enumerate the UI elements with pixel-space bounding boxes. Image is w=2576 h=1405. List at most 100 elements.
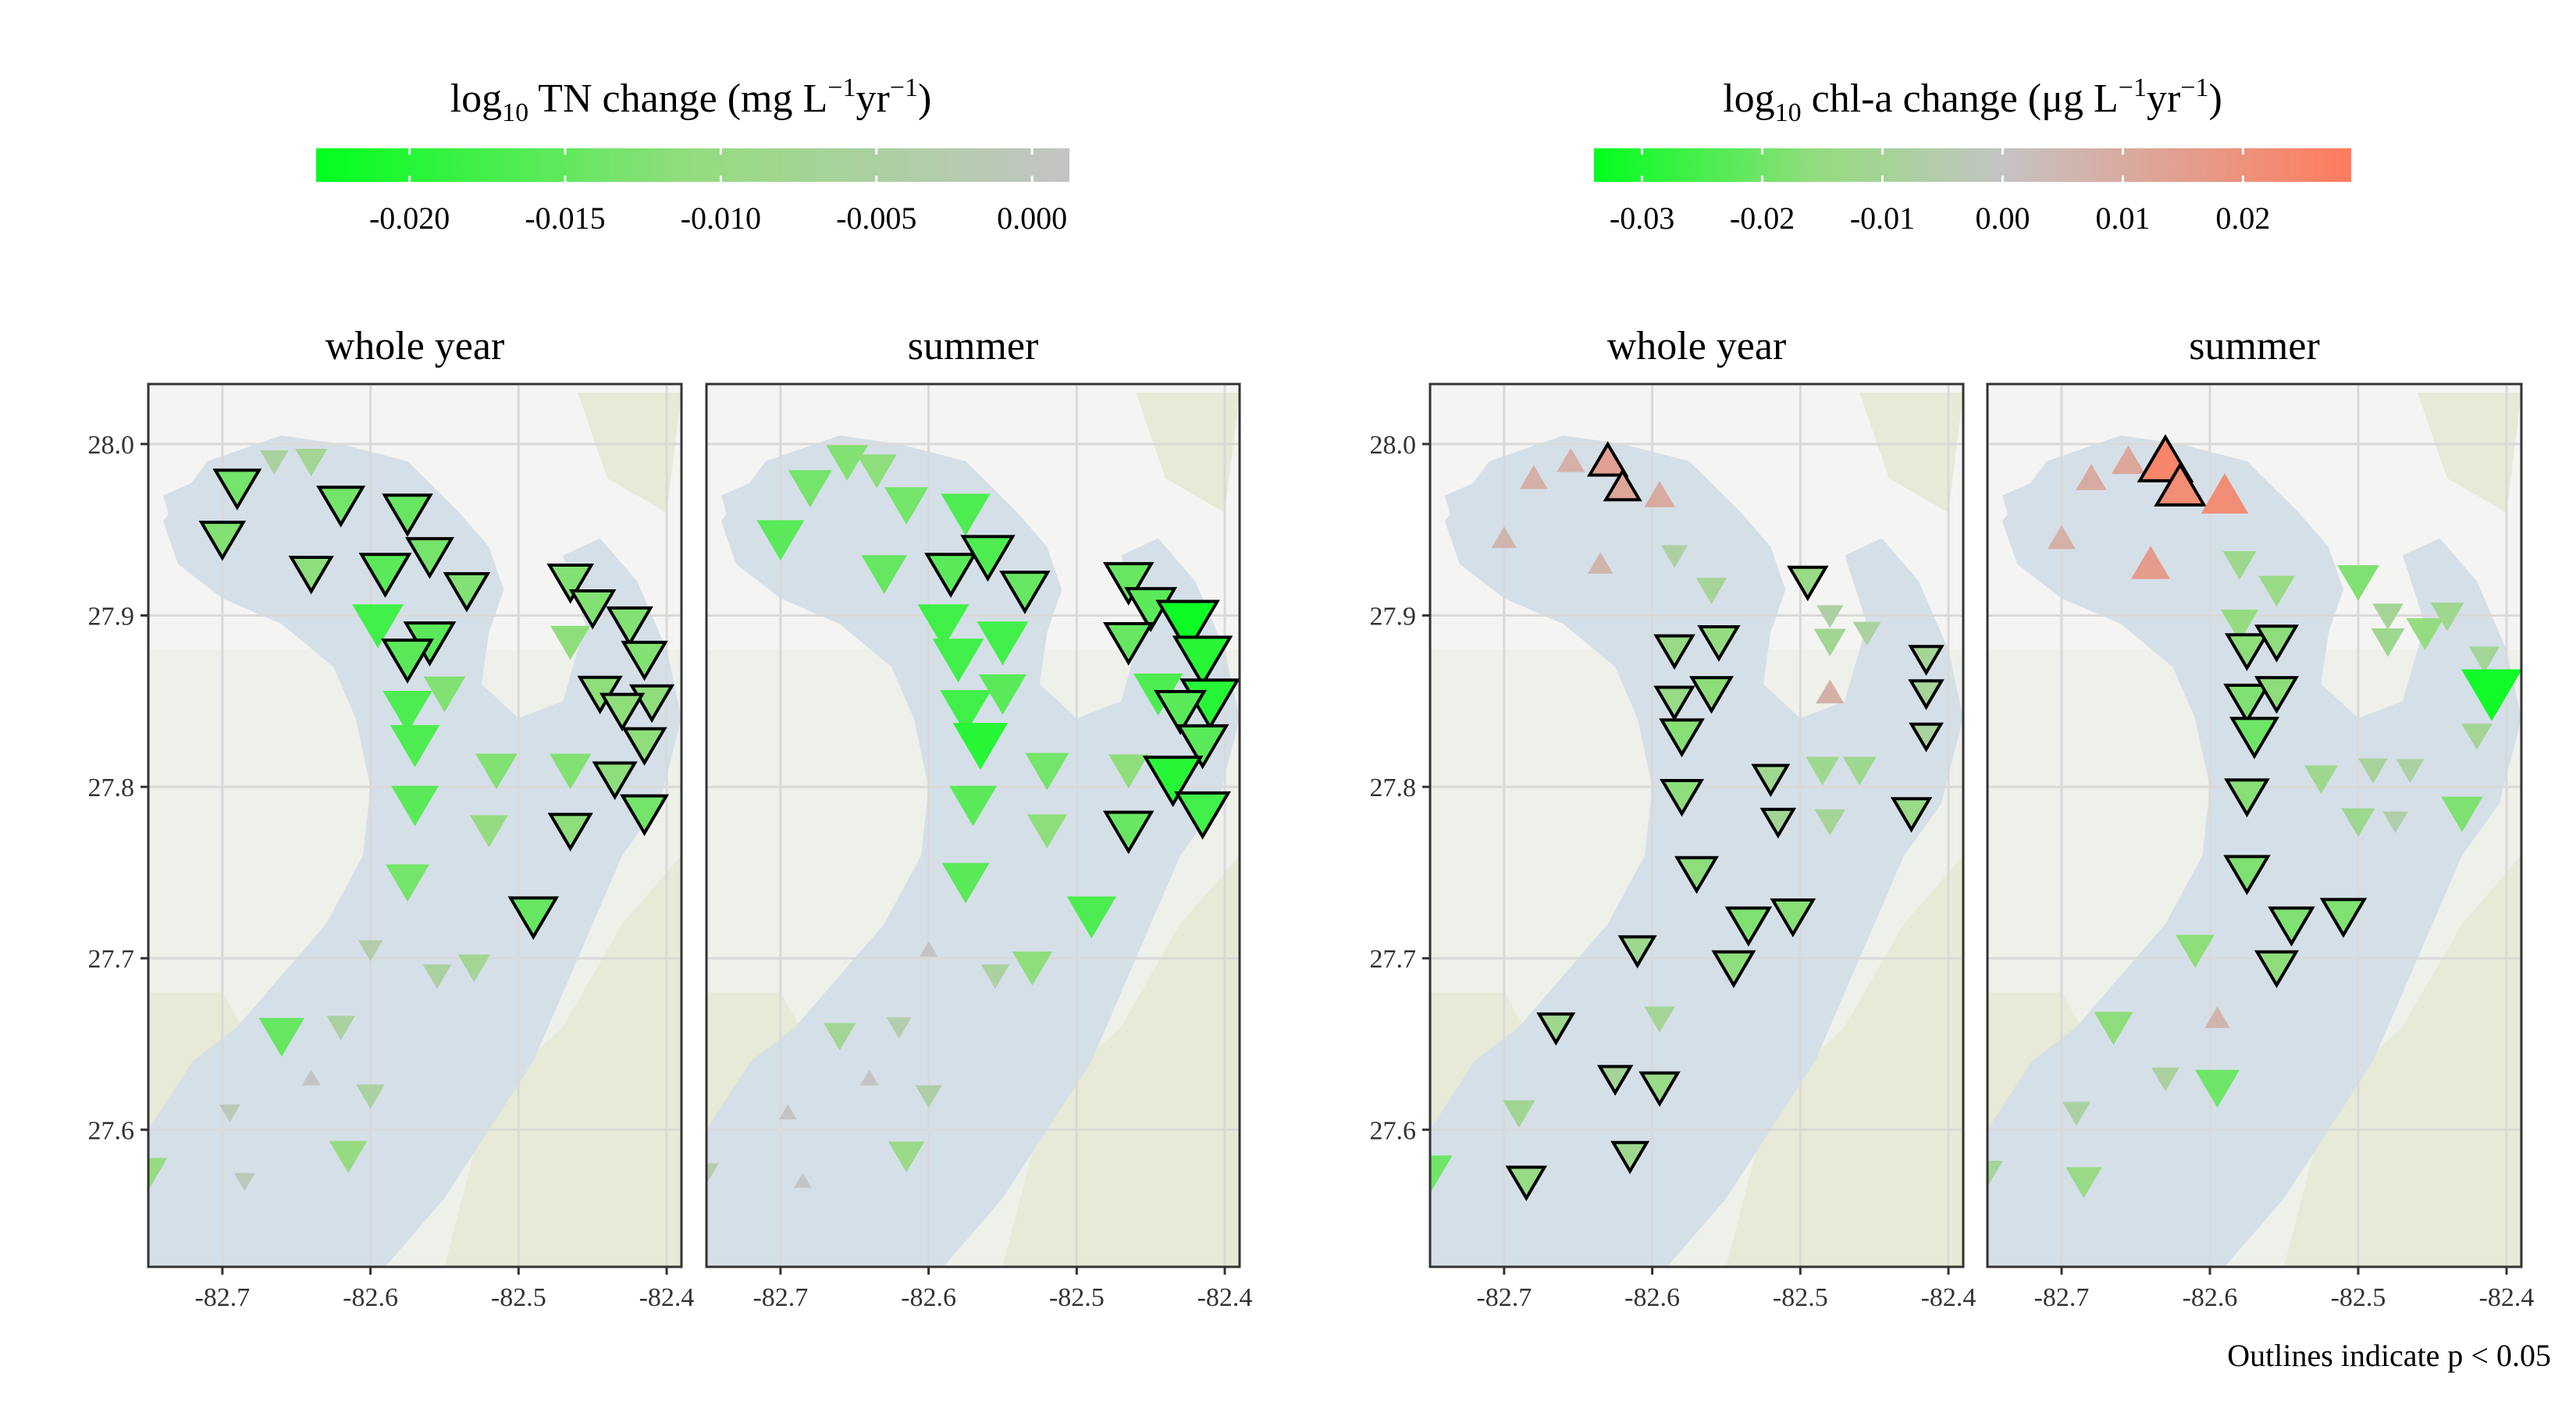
down-triangle-marker xyxy=(1644,1006,1675,1033)
down-triangle-marker xyxy=(329,1140,368,1174)
up-triangle-marker xyxy=(1816,679,1845,704)
down-triangle-marker xyxy=(952,723,1009,770)
down-triangle-marker xyxy=(2268,906,2315,947)
legend-tn-title: log10 TN change (mg L−1yr−1) xyxy=(450,73,932,127)
down-triangle-marker xyxy=(1890,797,1933,833)
down-triangle-marker xyxy=(316,486,366,528)
panel-border xyxy=(1429,382,1965,1268)
down-triangle-marker xyxy=(469,815,508,848)
down-triangle-marker xyxy=(1610,1140,1650,1175)
down-triangle-marker xyxy=(1759,807,1797,839)
y-tick-label: 28.0 xyxy=(1370,431,1417,460)
basemap xyxy=(1987,384,2521,1267)
down-triangle-marker xyxy=(259,450,289,475)
down-triangle-marker xyxy=(1908,645,1944,676)
down-triangle-marker xyxy=(2065,1167,2102,1198)
down-triangle-marker xyxy=(1653,685,1695,721)
down-triangle-marker xyxy=(917,604,970,649)
down-triangle-marker xyxy=(1908,679,1944,710)
y-tick-label: 27.7 xyxy=(88,945,135,974)
up-triangle-marker xyxy=(859,1069,879,1086)
x-tick-label: -82.5 xyxy=(1773,1283,1828,1312)
down-triangle-marker xyxy=(978,674,1026,715)
down-triangle-marker xyxy=(1711,950,1756,988)
down-triangle-marker xyxy=(382,691,432,733)
down-triangle-marker xyxy=(1659,718,1705,758)
down-triangle-marker xyxy=(381,638,434,684)
points xyxy=(148,448,675,1191)
map-panels: whole year -82.7 -82.6 -82.5 -82.4 27.6 27.7 27… xyxy=(88,324,2535,1312)
panel-border xyxy=(147,382,683,1268)
down-triangle-marker xyxy=(1430,1155,1453,1193)
up-triangle-marker xyxy=(2154,461,2207,507)
down-triangle-marker xyxy=(2468,646,2500,673)
down-triangle-marker xyxy=(788,470,832,507)
down-triangle-marker xyxy=(1814,809,1845,836)
down-triangle-marker xyxy=(940,690,991,735)
legend-tn-tick-label: -0.015 xyxy=(525,201,605,236)
green-area xyxy=(2418,392,2521,513)
down-triangle-marker xyxy=(886,1017,912,1039)
x-tick-label: -82.6 xyxy=(2183,1283,2238,1312)
down-triangle-marker xyxy=(550,625,591,660)
down-triangle-marker xyxy=(620,794,670,837)
down-triangle-marker xyxy=(2430,603,2464,631)
down-triangle-marker xyxy=(288,555,334,595)
panel-2: summer -82.7 -82.6 -82.5 -82.4 xyxy=(705,324,1252,1312)
down-triangle-marker xyxy=(2358,758,2388,784)
down-triangle-marker xyxy=(924,553,978,599)
down-triangle-marker xyxy=(1688,676,1734,714)
panel-border xyxy=(1986,382,2523,1268)
legend-tn-tick-label: -0.005 xyxy=(836,201,916,236)
down-triangle-marker xyxy=(423,676,466,713)
down-triangle-marker xyxy=(932,638,984,683)
down-triangle-marker xyxy=(1155,599,1220,655)
down-triangle-marker xyxy=(1536,1012,1576,1046)
down-triangle-marker xyxy=(1909,722,1944,752)
down-triangle-marker xyxy=(621,727,667,767)
down-triangle-marker xyxy=(621,640,668,681)
x-tick-label: -82.4 xyxy=(1921,1283,1976,1312)
legend-chla-tick-label: 0.00 xyxy=(1975,201,2030,236)
down-triangle-marker xyxy=(1816,605,1844,628)
down-triangle-marker xyxy=(294,448,328,477)
y-tick-label: 27.9 xyxy=(1370,602,1417,631)
up-triangle-marker xyxy=(919,941,938,957)
down-triangle-marker xyxy=(977,621,1029,666)
down-triangle-marker xyxy=(1751,763,1791,798)
down-triangle-marker xyxy=(148,1158,168,1191)
down-triangle-marker xyxy=(2406,617,2444,650)
down-triangle-marker xyxy=(212,468,262,510)
down-triangle-marker xyxy=(980,964,1010,989)
down-triangle-marker xyxy=(1660,778,1705,817)
down-triangle-marker xyxy=(391,785,439,827)
down-triangle-marker xyxy=(2337,565,2379,601)
down-triangle-marker xyxy=(1066,896,1116,939)
green-area xyxy=(1136,392,1240,513)
x-tick-label: -82.7 xyxy=(2034,1283,2090,1312)
significance-note: Outlines indicate p < 0.05 xyxy=(2227,1338,2551,1373)
panel-title: whole year xyxy=(1607,324,1787,368)
legend-chla-tick-label: 0.02 xyxy=(2215,201,2270,236)
down-triangle-marker xyxy=(1695,578,1727,605)
down-triangle-marker xyxy=(1102,622,1155,666)
up-triangle-marker xyxy=(1557,447,1585,472)
up-triangle-marker xyxy=(2131,546,2170,579)
down-triangle-marker xyxy=(915,1085,942,1108)
down-triangle-marker xyxy=(941,863,990,904)
down-triangle-marker xyxy=(358,940,383,962)
down-triangle-marker xyxy=(1108,754,1149,789)
down-triangle-marker xyxy=(358,553,412,599)
up-triangle-marker xyxy=(2048,525,2076,550)
down-triangle-marker xyxy=(824,1023,856,1051)
down-triangle-marker xyxy=(756,520,805,561)
down-triangle-marker xyxy=(1638,1071,1681,1108)
down-triangle-marker xyxy=(884,487,929,525)
up-triangle-marker xyxy=(1644,481,1675,507)
down-triangle-marker xyxy=(2094,1012,2133,1045)
down-triangle-marker xyxy=(547,813,593,852)
down-triangle-marker xyxy=(592,761,638,800)
down-triangle-marker xyxy=(1026,814,1067,848)
down-triangle-marker xyxy=(352,604,404,649)
down-triangle-marker xyxy=(2341,808,2375,838)
